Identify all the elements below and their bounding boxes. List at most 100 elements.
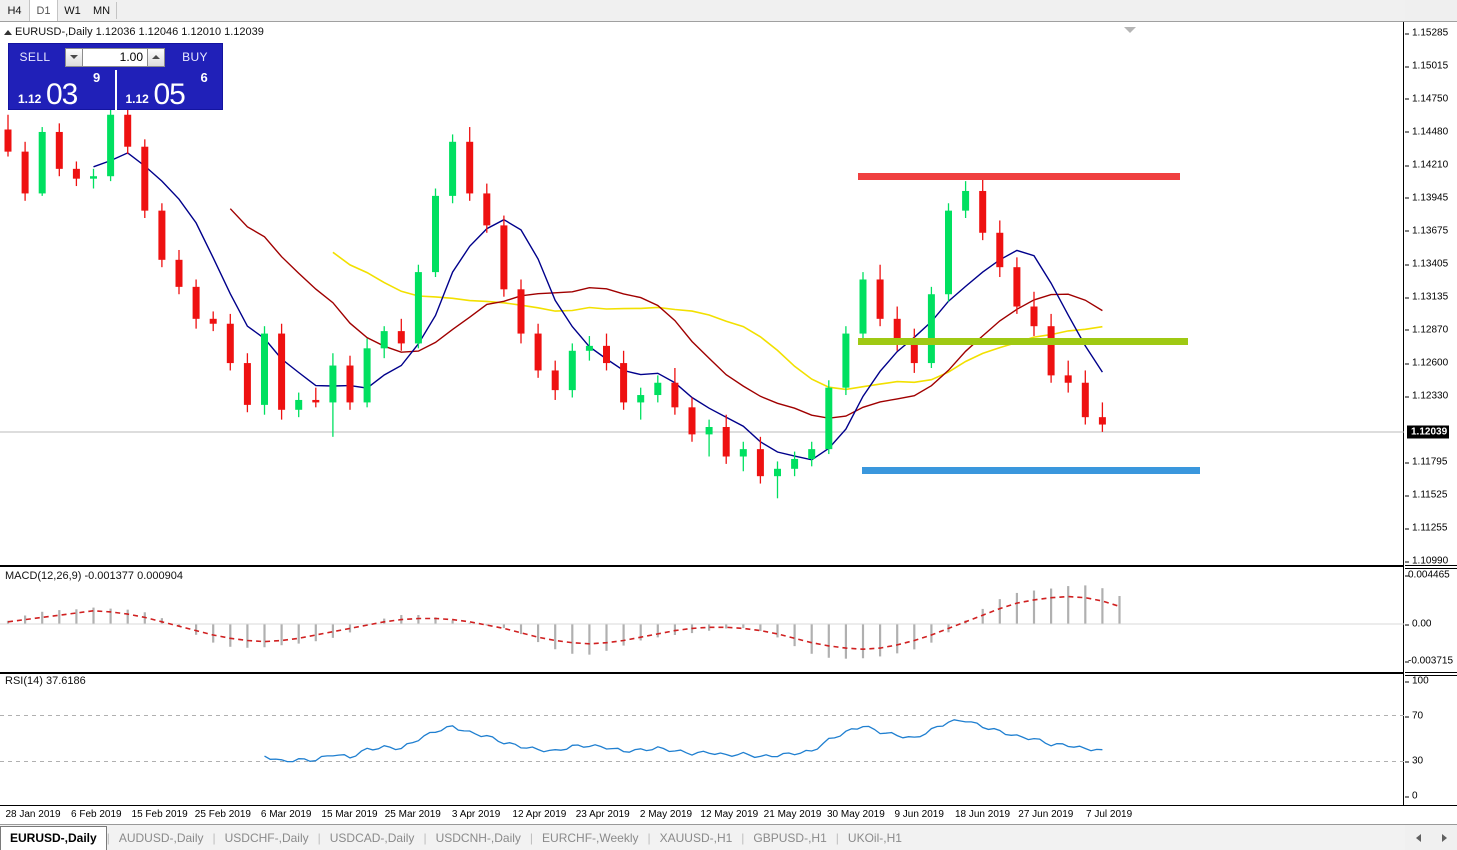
price-tick: 1.12330 xyxy=(1405,391,1448,402)
price-scale[interactable]: 1.15285 1.15015 1.14750 1.14480 1.14210 1.139… xyxy=(1405,22,1457,806)
chart-tab[interactable]: GBPUSD-,H1 xyxy=(753,831,827,845)
one-click-trading-panel[interactable]: SELL 1.00 BUY 1.12 03 9 1.12 05 6 xyxy=(8,43,223,111)
rsi-scale-tick: 30 xyxy=(1405,756,1423,767)
volume-increment-button[interactable] xyxy=(147,47,165,67)
time-axis-tick: 23 Apr 2019 xyxy=(575,809,630,820)
tab-separator: | xyxy=(212,831,216,845)
macd-scale-tick: 0.00 xyxy=(1405,619,1431,630)
ask-figure: 1.12 xyxy=(125,92,149,106)
chart-symbol-header: EURUSD-,Daily 1.12036 1.12046 1.12010 1.… xyxy=(4,26,264,38)
ask-price-display[interactable]: 1.12 05 6 xyxy=(114,70,223,111)
tab-separator: | xyxy=(835,831,839,845)
price-tick: 1.14480 xyxy=(1405,126,1448,137)
price-tick: 1.13675 xyxy=(1405,225,1448,236)
time-axis-tick: 7 Jul 2019 xyxy=(1086,809,1133,820)
chart-tab[interactable]: XAUUSD-,H1 xyxy=(659,831,733,845)
bid-price-display[interactable]: 1.12 03 9 xyxy=(9,70,115,111)
tab-separator: | xyxy=(741,831,745,845)
time-axis-tick: 15 Mar 2019 xyxy=(321,809,378,820)
time-axis-tick: 6 Feb 2019 xyxy=(70,809,122,820)
horizontal-scrollbar[interactable] xyxy=(1405,824,1457,850)
price-tick: 1.11255 xyxy=(1405,523,1447,534)
level-line-resistance xyxy=(858,173,1180,180)
toolbar-divider xyxy=(116,2,117,19)
sell-button[interactable]: SELL xyxy=(19,50,51,64)
tab-separator: | xyxy=(317,831,321,845)
chevron-down-icon xyxy=(70,55,78,59)
rsi-scale-tick: 70 xyxy=(1405,711,1423,722)
price-tick: 1.14210 xyxy=(1405,160,1448,171)
tab-separator: | xyxy=(529,831,534,845)
time-axis-tick: 28 Jan 2019 xyxy=(5,809,61,820)
scale-divider xyxy=(1405,675,1457,676)
price-tick: 1.13945 xyxy=(1405,192,1448,203)
time-axis-tick: 6 Mar 2019 xyxy=(260,809,312,820)
timeframe-mn[interactable]: MN xyxy=(92,4,111,17)
oct-price-row: 1.12 03 9 1.12 05 6 xyxy=(9,70,223,111)
time-axis-tick: 9 Jun 2019 xyxy=(894,809,944,820)
time-axis-tick: 30 May 2019 xyxy=(826,809,885,820)
bid-big-digits: 03 xyxy=(46,78,78,111)
macd-scale-tick: 0.004465 xyxy=(1405,570,1450,581)
time-axis-tick: 21 May 2019 xyxy=(763,809,822,820)
tab-separator: | xyxy=(106,831,110,845)
buy-button[interactable]: BUY xyxy=(182,50,208,64)
triangle-up-icon xyxy=(4,29,12,35)
chart-tab-bar: EURUSD-,Daily | AUDUSD-,Daily | USDCHF-,Dail… xyxy=(0,824,1405,850)
chart-tab[interactable]: USDCHF-,Daily xyxy=(224,831,309,845)
chart-canvas[interactable] xyxy=(0,22,1404,805)
price-tick: 1.13405 xyxy=(1405,259,1448,270)
bid-figure: 1.12 xyxy=(18,92,42,106)
scale-divider xyxy=(1405,805,1457,806)
price-tick: 1.15015 xyxy=(1405,61,1448,72)
scrollbar-top-corner xyxy=(1405,0,1457,22)
timeframe-w1[interactable]: W1 xyxy=(64,4,81,17)
chart-tab[interactable]: EURUSD-,Daily xyxy=(0,826,107,850)
ask-fraction-digit: 6 xyxy=(200,70,208,85)
price-tick: 1.12600 xyxy=(1405,358,1448,369)
chart-tab[interactable]: AUDUSD-,Daily xyxy=(118,831,204,845)
chart-tab[interactable]: UKOil-,H1 xyxy=(847,831,902,845)
volume-stepper[interactable]: 1.00 xyxy=(65,47,165,67)
price-tick: 1.11525 xyxy=(1405,490,1447,501)
time-axis-tick: 25 Mar 2019 xyxy=(384,809,441,820)
tab-separator: | xyxy=(647,831,651,845)
current-price-label: 1.12039 xyxy=(1407,425,1450,439)
volume-decrement-button[interactable] xyxy=(65,47,83,67)
time-axis-tick: 18 Jun 2019 xyxy=(954,809,1011,820)
chart-tab[interactable]: USDCAD-,Daily xyxy=(329,831,415,845)
volume-input[interactable]: 1.00 xyxy=(83,47,147,67)
time-axis: 28 Jan 2019 6 Feb 2019 15 Feb 2019 25 Feb 2… xyxy=(0,805,1405,823)
ask-big-digits: 05 xyxy=(153,78,186,111)
price-tick: 1.10990 xyxy=(1405,556,1448,567)
price-tick: 1.13135 xyxy=(1405,292,1448,303)
rsi-scale-tick: 0 xyxy=(1405,791,1418,802)
chart-collapse-icon[interactable] xyxy=(1124,27,1136,33)
time-axis-tick: 25 Feb 2019 xyxy=(194,809,251,820)
scale-divider xyxy=(1405,568,1457,569)
price-tick: 1.12870 xyxy=(1405,324,1448,335)
chart-tab[interactable]: EURCHF-,Weekly xyxy=(542,831,639,845)
price-tick: 1.11795 xyxy=(1405,457,1447,468)
timeframe-h4[interactable]: H4 xyxy=(7,4,22,17)
chart-tab[interactable]: USDCNH-,Daily xyxy=(435,831,521,845)
time-axis-tick: 15 Feb 2019 xyxy=(131,809,188,820)
bid-fraction-digit: 9 xyxy=(93,70,101,85)
tab-separator: | xyxy=(423,831,427,845)
time-axis-tick: 12 May 2019 xyxy=(700,809,759,820)
macd-scale-tick: -0.003715 xyxy=(1405,656,1453,667)
level-line-support xyxy=(862,467,1200,474)
symbol-ohlc-text: EURUSD-,Daily 1.12036 1.12046 1.12010 1.… xyxy=(15,26,264,38)
price-tick: 1.14750 xyxy=(1405,93,1448,104)
timeframe-d1[interactable]: D1 xyxy=(29,0,58,21)
scroll-left-icon[interactable] xyxy=(1415,833,1421,842)
scroll-right-icon[interactable] xyxy=(1441,833,1447,842)
time-axis-tick: 12 Apr 2019 xyxy=(512,809,567,820)
time-axis-tick: 2 May 2019 xyxy=(639,809,693,820)
timeframe-toolbar: H4 D1 W1 MN xyxy=(0,0,1457,22)
level-line-mid-level xyxy=(858,338,1188,345)
macd-indicator-label: MACD(12,26,9) -0.001377 0.000904 xyxy=(3,570,185,582)
time-axis-tick: 3 Apr 2019 xyxy=(451,809,501,820)
time-axis-tick: 27 Jun 2019 xyxy=(1018,809,1074,820)
